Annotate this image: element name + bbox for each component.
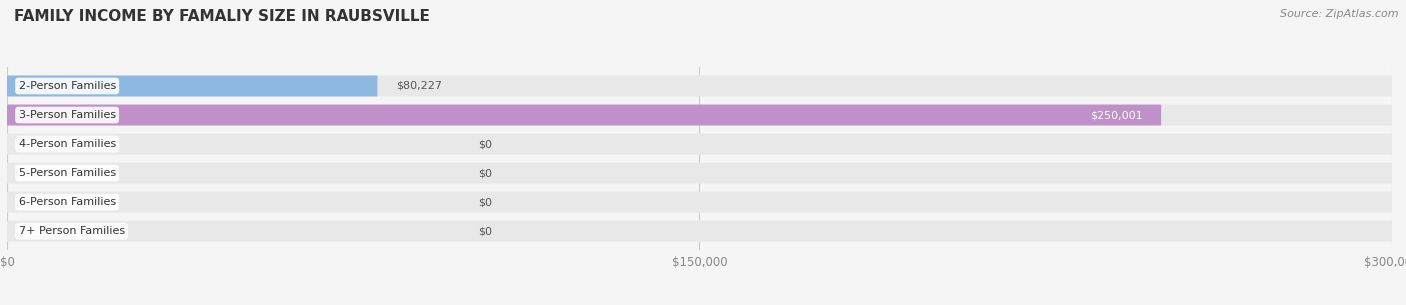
Text: $0: $0 xyxy=(478,226,492,236)
FancyBboxPatch shape xyxy=(7,221,1392,242)
FancyBboxPatch shape xyxy=(7,192,1392,213)
FancyBboxPatch shape xyxy=(7,134,1392,155)
Text: 7+ Person Families: 7+ Person Families xyxy=(18,226,125,236)
FancyBboxPatch shape xyxy=(7,76,377,96)
Text: 3-Person Families: 3-Person Families xyxy=(18,110,115,120)
FancyBboxPatch shape xyxy=(7,163,1392,184)
Text: 2-Person Families: 2-Person Families xyxy=(18,81,115,91)
FancyBboxPatch shape xyxy=(7,105,1161,125)
Text: FAMILY INCOME BY FAMALIY SIZE IN RAUBSVILLE: FAMILY INCOME BY FAMALIY SIZE IN RAUBSVI… xyxy=(14,9,430,24)
Text: Source: ZipAtlas.com: Source: ZipAtlas.com xyxy=(1281,9,1399,19)
Text: 4-Person Families: 4-Person Families xyxy=(18,139,115,149)
Text: $80,227: $80,227 xyxy=(396,81,441,91)
Text: $0: $0 xyxy=(478,197,492,207)
Text: $250,001: $250,001 xyxy=(1090,110,1143,120)
Text: $0: $0 xyxy=(478,168,492,178)
FancyBboxPatch shape xyxy=(7,105,1392,125)
Text: 5-Person Families: 5-Person Families xyxy=(18,168,115,178)
Text: 6-Person Families: 6-Person Families xyxy=(18,197,115,207)
Text: $0: $0 xyxy=(478,139,492,149)
FancyBboxPatch shape xyxy=(7,76,1392,96)
